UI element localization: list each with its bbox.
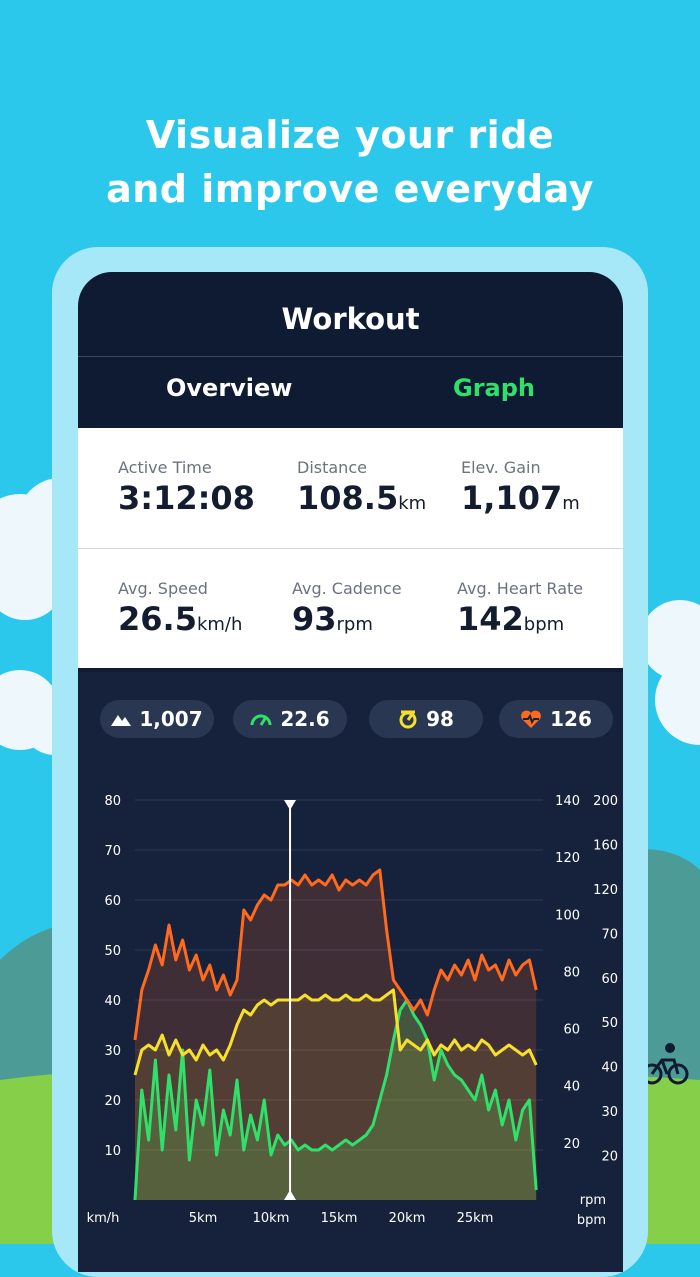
pill-speed[interactable]: 22.6 (233, 700, 347, 738)
y-right-rpm-tick-label: 100 (555, 908, 580, 923)
chart-cursor-bottom-handle (284, 1190, 297, 1200)
y-left-tick-label: 10 (104, 1144, 121, 1159)
y-right-bpm-tick-label: 20 (601, 1150, 618, 1165)
pill-cadence[interactable]: 98 (369, 700, 483, 738)
pill-value: 22.6 (280, 707, 330, 731)
y-left-tick-label: 40 (104, 994, 121, 1009)
workout-chart[interactable]: 80 70 60 50 40 30 20 10 140 120 100 80 60 40 20 200 160 1… (78, 772, 623, 1272)
y-right-bpm-tick-label: 40 (601, 1061, 618, 1076)
tab-overview[interactable]: Overview (166, 374, 293, 402)
stat-label: Active Time (118, 458, 212, 477)
pill-elevation[interactable]: 1,007 (100, 700, 214, 738)
y-left-tick-label: 70 (104, 844, 121, 859)
headline-line-1: Visualize your ride (145, 113, 555, 157)
y-right-rpm-tick-label: 140 (555, 794, 580, 809)
stats-divider (78, 548, 623, 549)
y-left-tick-label: 60 (104, 894, 121, 909)
y-right-rpm-tick-label: 20 (563, 1137, 580, 1152)
series-line (133, 868, 538, 1041)
x-tick-label: 5km (189, 1211, 217, 1226)
y-right-bpm-tick-label: 30 (601, 1105, 618, 1120)
phone-screen: Workout Overview Graph Active Time 3:12:… (78, 272, 623, 1272)
chart-cursor-top-handle (284, 800, 297, 810)
x-tick-label: 25km (457, 1211, 494, 1226)
pill-value: 1,007 (139, 707, 203, 731)
stat-label: Avg. Cadence (292, 579, 402, 598)
pill-value: 126 (550, 707, 592, 731)
speedometer-icon (250, 714, 272, 726)
stat-value: 142bpm (457, 600, 565, 638)
y-left-tick-label: 80 (104, 794, 121, 809)
stat-avg-cadence: Avg. Cadence 93rpm (292, 579, 402, 638)
y-right-bpm-tick-label: 60 (601, 972, 618, 987)
pill-heart-rate[interactable]: 126 (499, 700, 613, 738)
heart-rate-icon (521, 710, 542, 728)
stat-avg-speed: Avg. Speed 26.5km/h (118, 579, 242, 638)
bpm-unit-label: bpm (577, 1213, 606, 1228)
y-right-bpm-tick-label: 70 (601, 927, 618, 942)
stat-label: Avg. Heart Rate (457, 579, 584, 598)
y-right-rpm-tick-label: 40 (563, 1080, 580, 1095)
y-right-rpm-tick-label: 80 (563, 965, 580, 980)
y-right-bpm-tick-label: 50 (601, 1016, 618, 1031)
x-tick-label: 20km (389, 1211, 426, 1226)
stat-distance: Distance 108.5km (297, 458, 426, 517)
graph-panel: 1,007 22.6 98 126 80 70 60 50 40 30 20 10 140 120… (78, 672, 623, 1272)
y-right-rpm-tick-label: 60 (563, 1023, 580, 1038)
stats-panel: Active Time 3:12:08 Distance 108.5km Ele… (78, 428, 623, 668)
headline: Visualize your ride and improve everyday (0, 108, 700, 216)
y-right-bpm-tick-label: 160 (593, 838, 618, 853)
headline-line-2: and improve everyday (106, 167, 594, 211)
x-tick-label: 10km (253, 1211, 290, 1226)
series-line (133, 998, 538, 1201)
stat-value: 3:12:08 (118, 479, 255, 517)
mountain-icon (111, 715, 132, 726)
x-tick-label: km/h (87, 1211, 120, 1226)
y-right-bpm-tick-label: 120 (593, 883, 618, 898)
stat-label: Elev. Gain (461, 458, 541, 477)
series-area (135, 1000, 537, 1200)
pill-value: 98 (426, 707, 454, 731)
header-divider (78, 356, 623, 357)
cadence-icon (399, 710, 417, 729)
page-title: Workout (281, 302, 420, 336)
tab-graph[interactable]: Graph (453, 374, 535, 402)
stat-label: Distance (297, 458, 367, 477)
series-area (135, 870, 537, 1200)
stat-value: 1,107m (461, 479, 580, 517)
y-right-rpm-tick-label: 120 (555, 851, 580, 866)
stat-active-time: Active Time 3:12:08 (118, 458, 255, 517)
stat-value: 26.5km/h (118, 600, 243, 638)
stat-value: 108.5km (297, 479, 427, 517)
stat-label: Avg. Speed (118, 579, 208, 598)
series-line (133, 988, 538, 1076)
y-left-tick-label: 30 (104, 1044, 121, 1059)
x-tick-label: 15km (321, 1211, 358, 1226)
stat-avg-heart-rate: Avg. Heart Rate 142bpm (457, 579, 583, 638)
series-area (135, 990, 537, 1200)
y-left-tick-label: 20 (104, 1094, 121, 1109)
stat-elevation-gain: Elev. Gain 1,107m (461, 458, 580, 517)
y-right-bpm-tick-label: 200 (593, 794, 618, 809)
rpm-unit-label: rpm (580, 1193, 606, 1208)
y-left-tick-label: 50 (104, 944, 121, 959)
stat-value: 93rpm (292, 600, 373, 638)
